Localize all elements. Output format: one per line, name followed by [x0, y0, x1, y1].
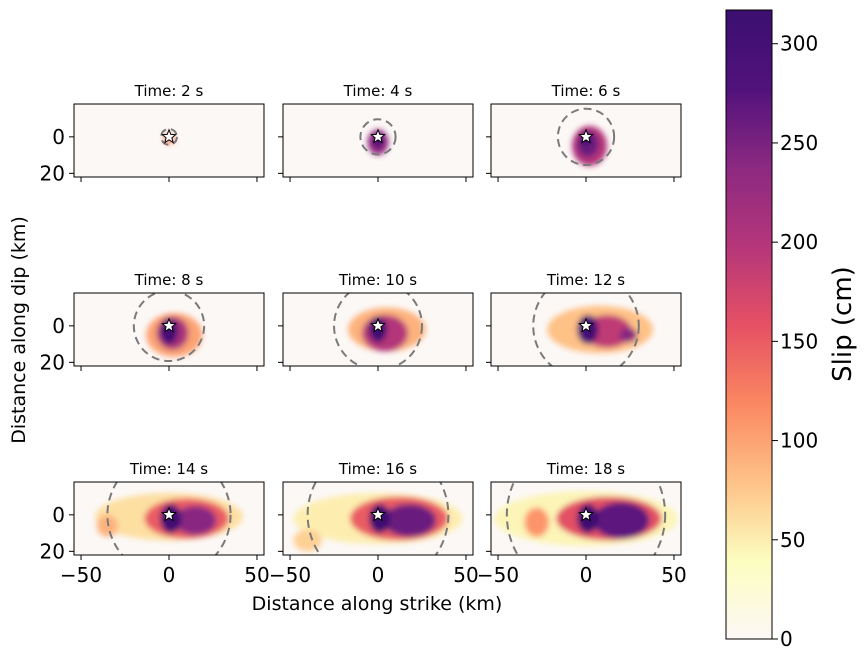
hypocenter-star-icon: [160, 317, 178, 333]
slip-patch: [383, 503, 437, 537]
colorbar-tick-label: 200: [780, 230, 818, 254]
y-tick-label: 0: [52, 125, 65, 149]
panel-8: Time: 16 s −50 0 50: [269, 460, 479, 587]
rupture-front-circle: [359, 118, 397, 156]
panel-title: Time: 8 s: [134, 271, 204, 289]
rupture-front-circle: [132, 293, 206, 363]
x-axis-label: Distance along strike (km): [252, 593, 503, 615]
colorbar-tick-label: 100: [780, 429, 818, 453]
x-tick-label: 0: [580, 563, 593, 587]
colorbar-tick-label: 300: [780, 32, 818, 56]
panel-7: Time: 14 s −50 0 50 0 20: [40, 460, 270, 587]
panel-2: Time: 4 s: [278, 82, 474, 182]
y-tick-label: 20: [40, 161, 65, 185]
slip-patch: [293, 529, 322, 552]
slip-patch: [619, 327, 638, 343]
panel-title: Time: 18 s: [546, 460, 625, 478]
slip-patch: [593, 502, 650, 539]
colorbar-tick-label: 250: [780, 131, 818, 155]
panel-grid: Time: 2 s 0 20 Time: 4 s Time: 6 s Time: 8 s 0…: [40, 82, 687, 587]
colorbar-gradient: [725, 9, 773, 640]
colorbar-tick-label: 150: [780, 329, 818, 353]
rupture-front-circle: [160, 127, 178, 146]
rupture-front-circle: [556, 107, 616, 166]
panel-4: Time: 8 s 0 20: [40, 271, 265, 374]
panel-5: Time: 10 s: [278, 271, 474, 371]
panel-3: Time: 6 s: [486, 82, 682, 182]
panel-title: Time: 4 s: [343, 82, 413, 100]
hypocenter-star-icon: [577, 128, 595, 144]
hypocenter-star-icon: [160, 506, 178, 522]
x-tick-label: 0: [163, 563, 176, 587]
y-tick-label: 20: [40, 350, 65, 374]
rupture-front-circle: [532, 293, 640, 366]
panel-title: Time: 6 s: [551, 82, 621, 100]
x-tick-label: 50: [244, 563, 269, 587]
colorbar-tick-label: 0: [780, 627, 793, 651]
y-tick-label: 0: [52, 314, 65, 338]
x-tick-label: 0: [372, 563, 385, 587]
panel-1: Time: 2 s 0 20: [40, 82, 265, 185]
hypocenter-star-icon: [577, 506, 595, 522]
rupture-front-circle: [306, 482, 450, 555]
rupture-front-circle: [505, 482, 667, 555]
x-tick-label: −50: [60, 563, 102, 587]
colorbar-tick-label: 50: [780, 528, 805, 552]
y-tick-label: 20: [40, 539, 65, 563]
colorbar-ticks: 0 50 100 150 200 250 300: [772, 32, 818, 651]
panel-title: Time: 10 s: [338, 271, 417, 289]
rupture-front-circle: [333, 293, 423, 366]
hypocenter-star-icon: [577, 317, 595, 333]
x-tick-label: 50: [453, 563, 478, 587]
panel-9: Time: 18 s −50 0 50: [477, 460, 687, 587]
x-tick-label: −50: [477, 563, 519, 587]
hypocenter-star-icon: [369, 506, 387, 522]
hypocenter-star-icon: [369, 317, 387, 333]
slip-patch: [174, 505, 217, 535]
hypocenter-star-icon: [369, 128, 387, 144]
rupture-front-circle: [106, 482, 232, 555]
colorbar: 0 50 100 150 200 250 300 Slip (cm): [725, 9, 858, 651]
panel-title: Time: 2 s: [134, 82, 204, 100]
panel-title: Time: 12 s: [546, 271, 625, 289]
colorbar-label: Slip (cm): [828, 266, 858, 382]
panel-6: Time: 12 s: [486, 271, 682, 371]
x-tick-label: 50: [661, 563, 686, 587]
panel-title: Time: 14 s: [129, 460, 208, 478]
y-tick-label: 0: [52, 503, 65, 527]
panel-title: Time: 16 s: [338, 460, 417, 478]
slip-patch: [524, 507, 550, 537]
hypocenter-star-icon: [160, 128, 178, 144]
y-axis-label: Distance along dip (km): [8, 216, 30, 444]
x-tick-label: −50: [269, 563, 311, 587]
